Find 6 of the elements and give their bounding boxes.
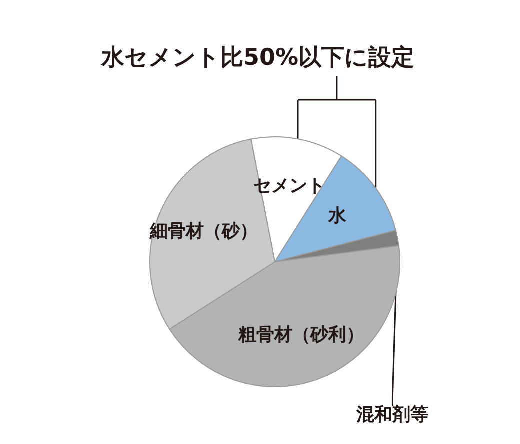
slice-label: 混和剤等 [356, 404, 429, 426]
slice-label: 粗骨材（砂利） [238, 324, 365, 346]
slice-label: セメント [253, 175, 326, 196]
slice-label: 細骨材（砂） [148, 220, 258, 242]
slice-label: 水 [328, 206, 348, 227]
text: 水セメント比50%以下に設定 [100, 44, 415, 71]
